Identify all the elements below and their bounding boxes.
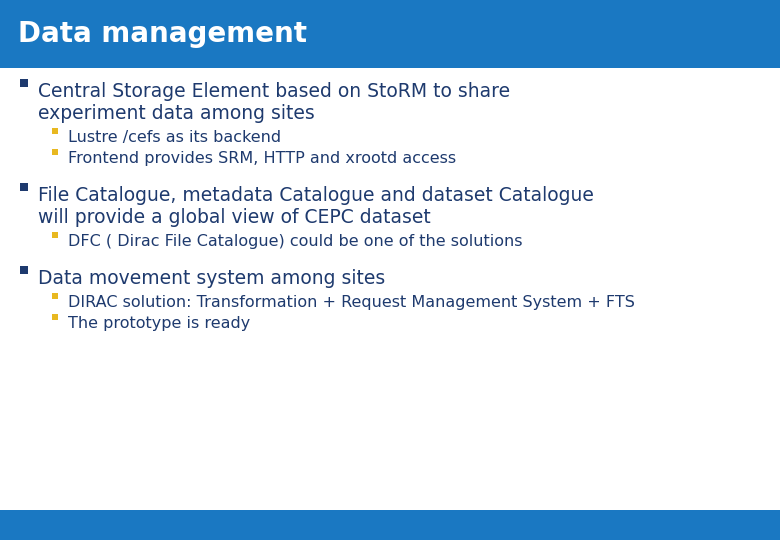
Bar bbox=[0, 510, 780, 540]
Bar bbox=[52, 149, 58, 155]
Text: experiment data among sites: experiment data among sites bbox=[38, 104, 315, 123]
Text: Lustre /cefs as its backend: Lustre /cefs as its backend bbox=[68, 130, 281, 145]
Text: Data management: Data management bbox=[18, 20, 307, 48]
Bar bbox=[52, 314, 58, 320]
Bar bbox=[52, 232, 58, 238]
Bar bbox=[20, 266, 28, 274]
Bar bbox=[20, 79, 28, 87]
Bar bbox=[0, 0, 780, 68]
Text: DFC ( Dirac File Catalogue) could be one of the solutions: DFC ( Dirac File Catalogue) could be one… bbox=[68, 234, 523, 249]
Text: Data movement system among sites: Data movement system among sites bbox=[38, 269, 385, 288]
Text: DIRAC solution: Transformation + Request Management System + FTS: DIRAC solution: Transformation + Request… bbox=[68, 295, 635, 310]
Text: will provide a global view of CEPC dataset: will provide a global view of CEPC datas… bbox=[38, 208, 431, 227]
Text: Frontend provides SRM, HTTP and xrootd access: Frontend provides SRM, HTTP and xrootd a… bbox=[68, 151, 456, 166]
Bar bbox=[52, 293, 58, 299]
Bar bbox=[52, 128, 58, 134]
Text: File Catalogue, metadata Catalogue and dataset Catalogue: File Catalogue, metadata Catalogue and d… bbox=[38, 186, 594, 205]
Text: Central Storage Element based on StoRM to share: Central Storage Element based on StoRM t… bbox=[38, 82, 510, 101]
Text: The prototype is ready: The prototype is ready bbox=[68, 316, 250, 331]
Bar bbox=[20, 183, 28, 191]
